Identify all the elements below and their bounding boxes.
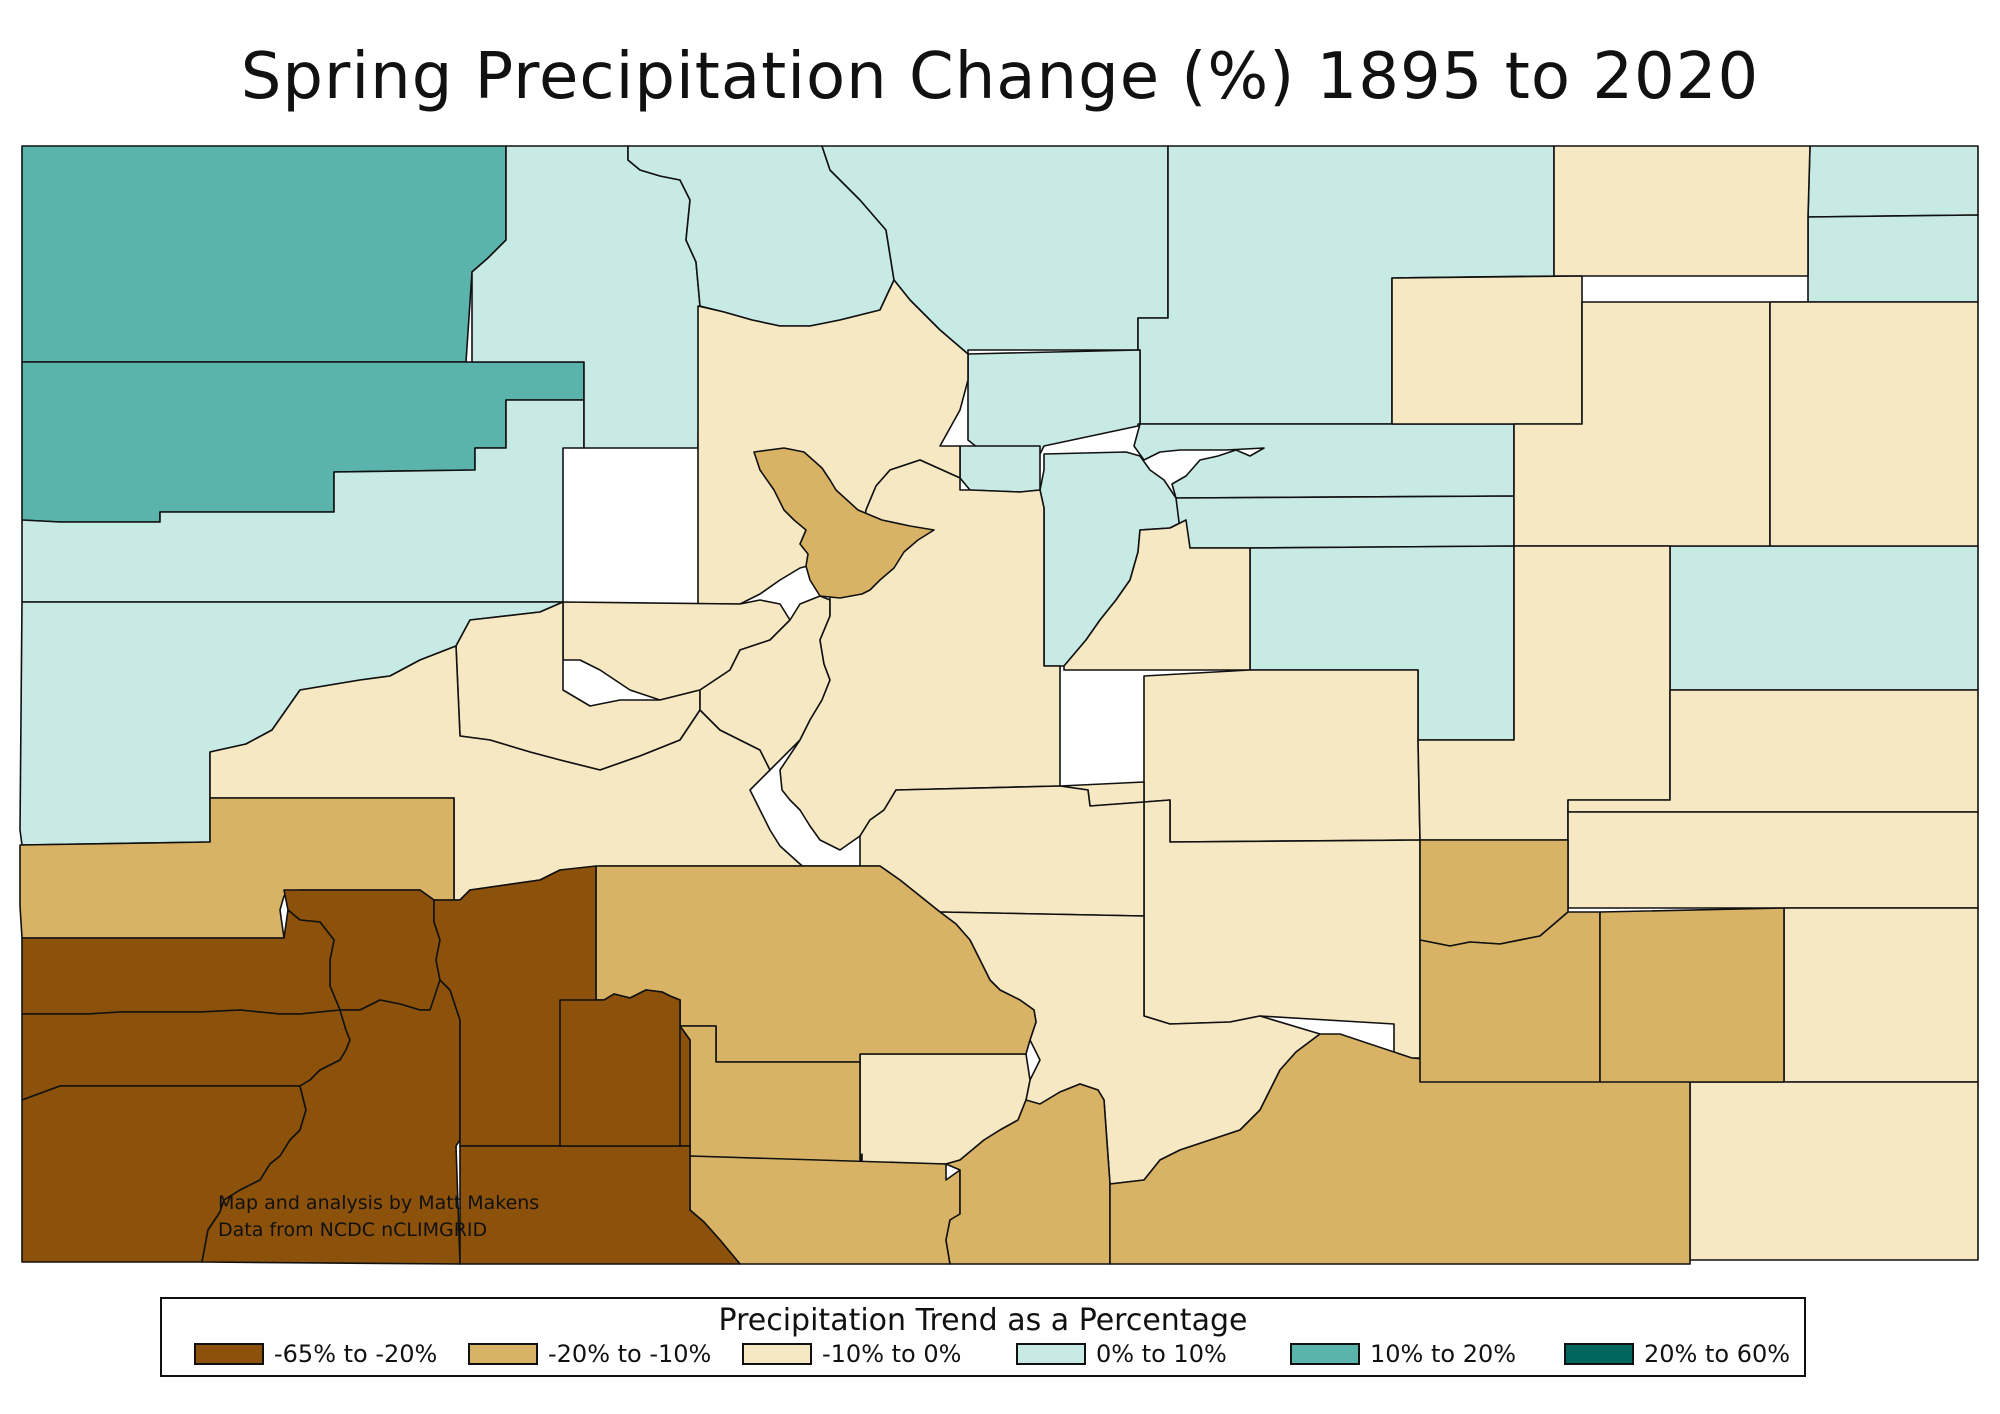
county-grand	[697, 279, 969, 605]
legend-swatch-5	[1290, 1343, 1360, 1365]
legend-swatch-4	[1016, 1343, 1086, 1365]
credit-author: Map and analysis by Matt Makens	[218, 1192, 540, 1214]
county-layer	[19, 145, 1979, 1265]
legend-swatch-2	[468, 1343, 538, 1365]
county-alamosa-costilla	[945, 1083, 1111, 1265]
county-baca	[1689, 1081, 1979, 1261]
legend-label-5: 10% to 20%	[1370, 1340, 1517, 1368]
county-bent	[1599, 907, 1785, 1083]
county-rio-grande	[689, 1155, 961, 1265]
credit-source: Data from NCDC nCLIMGRID	[218, 1219, 488, 1241]
county-douglas	[1063, 519, 1251, 671]
county-mineral-archuleta	[459, 1145, 741, 1265]
county-kit-carson	[1669, 545, 1979, 691]
legend-label-1: -65% to -20%	[274, 1340, 438, 1368]
county-yuma	[1769, 301, 1979, 547]
map-title: Spring Precipitation Change (%) 1895 to …	[240, 40, 1760, 114]
legend-swatch-6	[1564, 1343, 1634, 1365]
legend-item-6: 20% to 60%	[1564, 1339, 1790, 1369]
county-logan	[1553, 145, 1811, 277]
legend: Precipitation Trend as a Percentage -65%…	[160, 1297, 1806, 1377]
legend-item-3: -10% to 0%	[742, 1339, 961, 1369]
legend-item-5: 10% to 20%	[1290, 1339, 1516, 1369]
county-otero	[1419, 911, 1601, 1083]
county-boulder	[967, 349, 1141, 455]
county-saguache-w	[559, 989, 681, 1147]
legend-label-6: 20% to 60%	[1644, 1340, 1791, 1368]
legend-item-1: -65% to -20%	[194, 1339, 437, 1369]
county-kiowa	[1567, 811, 1979, 909]
county-sedgwick	[1807, 145, 1979, 218]
legend-title: Precipitation Trend as a Percentage	[718, 1303, 1248, 1338]
legend-swatch-3	[742, 1343, 812, 1365]
county-prowers	[1783, 907, 1979, 1083]
county-garfield	[21, 399, 585, 603]
map-credit: Map and analysis by Matt Makens Data fro…	[218, 1190, 539, 1244]
legend-item-4: 0% to 10%	[1016, 1339, 1227, 1369]
county-morgan	[1391, 275, 1583, 425]
county-summit-tan	[753, 447, 935, 599]
legend-swatch-1	[194, 1343, 264, 1365]
legend-label-4: 0% to 10%	[1096, 1340, 1227, 1368]
county-arapahoe	[1175, 495, 1515, 549]
legend-item-2: -20% to -10%	[468, 1339, 711, 1369]
county-phillips	[1807, 214, 1979, 303]
county-elbert	[1143, 669, 1421, 843]
legend-label-3: -10% to 0%	[822, 1340, 962, 1368]
county-moffat	[21, 145, 507, 363]
county-adams	[1133, 423, 1515, 499]
legend-label-2: -20% to -10%	[548, 1340, 712, 1368]
county-gilpin	[959, 445, 1041, 493]
